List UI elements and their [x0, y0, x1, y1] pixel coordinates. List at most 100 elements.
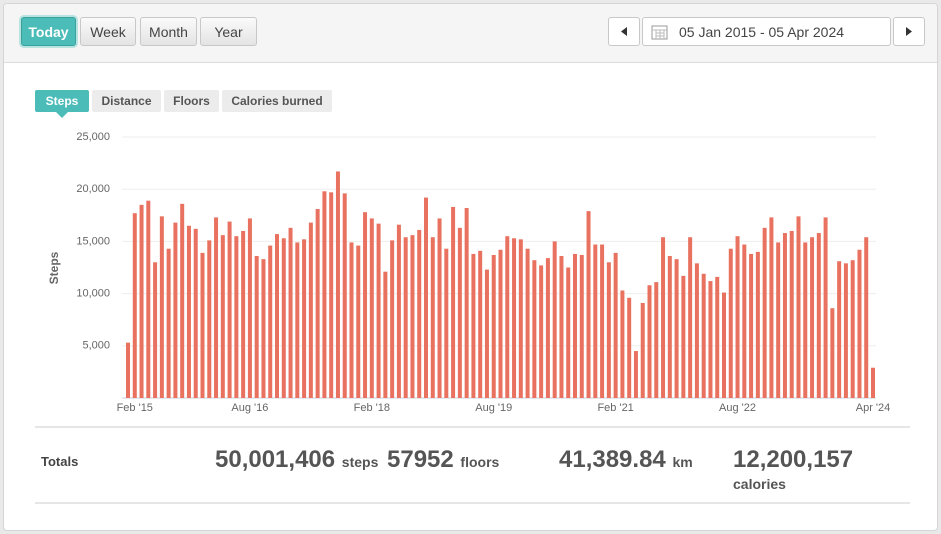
bar [126, 342, 130, 398]
bar [762, 227, 767, 398]
bar [268, 245, 273, 398]
arrow-icon [621, 27, 627, 36]
bar [247, 218, 252, 398]
bar [261, 259, 266, 398]
bar [512, 238, 517, 398]
bar [789, 230, 794, 398]
y-tick-label: 5,000 [82, 340, 110, 352]
tab[interactable]: Floors [164, 90, 219, 112]
bar [681, 275, 686, 398]
bar [302, 239, 307, 398]
bar [796, 216, 801, 398]
bar [715, 276, 720, 398]
bar [532, 260, 537, 398]
bar [654, 282, 659, 398]
date-range[interactable]: 05 Jan 2015 - 05 Apr 2024 [642, 17, 891, 46]
bar [335, 171, 340, 398]
bar [843, 263, 848, 398]
bar [457, 227, 462, 398]
tab[interactable]: Calories burned [222, 90, 332, 112]
bar [694, 263, 699, 398]
bar [173, 222, 178, 398]
bar [579, 254, 584, 398]
total-value: 57952 [387, 446, 454, 473]
period-button[interactable]: Today [21, 17, 76, 46]
bar [430, 237, 435, 398]
bar [769, 217, 774, 398]
bar [193, 228, 198, 398]
bar [661, 237, 666, 398]
total-unit: km [672, 454, 693, 470]
y-tick-label: 10,000 [76, 288, 110, 300]
bar [214, 217, 219, 398]
bar [864, 237, 869, 398]
period-button[interactable]: Month [140, 17, 197, 46]
bar [586, 211, 591, 398]
total-value: 12,200,157 [733, 446, 854, 473]
bar [356, 245, 361, 398]
bar [139, 204, 144, 398]
bar [227, 221, 232, 398]
bar [566, 267, 571, 398]
bar [708, 281, 713, 398]
bar [424, 197, 428, 398]
x-tick-label: Aug '16 [231, 402, 268, 414]
period-button[interactable]: Year [200, 17, 257, 46]
bar [871, 367, 875, 398]
bar [444, 248, 449, 398]
next-button[interactable] [893, 17, 925, 46]
total: 50,001,406 steps [215, 446, 378, 474]
bar [308, 222, 313, 398]
bar [518, 239, 523, 398]
x-tick-label: Aug '19 [475, 402, 512, 414]
bar [437, 218, 442, 398]
bar [552, 241, 557, 398]
bar [254, 256, 259, 398]
bar [593, 244, 598, 398]
bar [376, 223, 381, 398]
total: 57952 floors [387, 446, 499, 474]
bar [329, 192, 334, 398]
period-button[interactable]: Week [80, 17, 136, 46]
bar [749, 253, 754, 398]
bar [295, 242, 300, 398]
arrow-icon [906, 27, 912, 36]
total: 41,389.84 km [559, 446, 693, 474]
bar [288, 227, 293, 398]
bar [410, 235, 415, 398]
x-tick-label: Feb '18 [354, 402, 390, 414]
bar [349, 242, 354, 398]
x-tick-label: Feb '15 [117, 402, 153, 414]
bar [830, 308, 835, 398]
bar [369, 218, 374, 398]
prev-button[interactable] [608, 17, 640, 46]
bar [647, 285, 652, 398]
bar [810, 237, 815, 398]
tab[interactable]: Steps [35, 90, 89, 112]
totals-label: Totals [41, 454, 79, 469]
bar [315, 209, 320, 398]
bar [742, 244, 747, 398]
bar [396, 224, 401, 398]
y-tick-label: 25,000 [76, 131, 110, 143]
bar [701, 273, 706, 398]
bar [776, 242, 781, 398]
bar [613, 252, 618, 398]
bar [478, 250, 483, 398]
total-value: 50,001,406 [215, 446, 336, 473]
bar [498, 249, 503, 398]
bar [200, 252, 205, 398]
bar [837, 261, 842, 398]
bar [633, 351, 638, 398]
bar [823, 217, 828, 398]
bar [803, 242, 808, 398]
bar [600, 244, 605, 398]
tab[interactable]: Distance [92, 90, 161, 112]
x-tick-label: Feb '21 [597, 402, 633, 414]
bar [722, 292, 726, 398]
total-unit: steps [341, 454, 379, 470]
calendar-icon [651, 25, 668, 40]
bar [728, 248, 733, 398]
bar [234, 236, 239, 398]
